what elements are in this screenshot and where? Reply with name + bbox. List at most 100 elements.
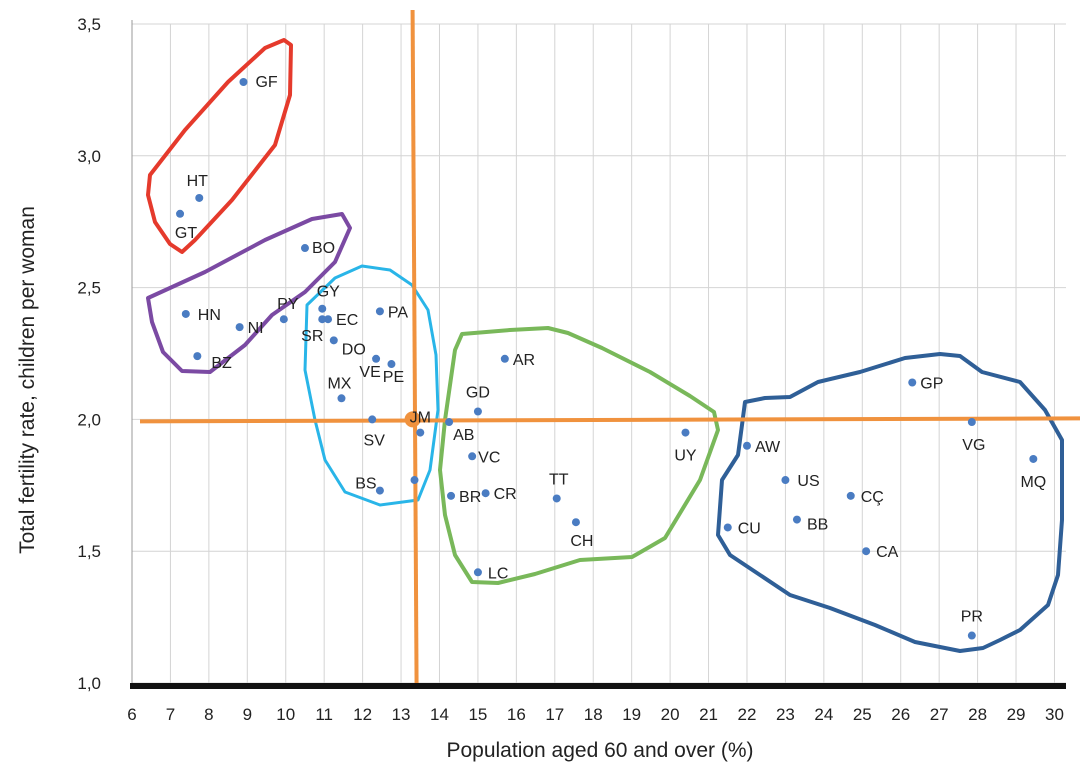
data-point: [416, 428, 425, 437]
data-point: [181, 309, 190, 318]
data-point: [967, 631, 976, 640]
data-point: [473, 568, 482, 577]
data-label: BZ: [211, 355, 232, 372]
data-point: [792, 515, 801, 524]
x-tick-label: 18: [584, 705, 603, 724]
data-label: HT: [187, 173, 209, 190]
y-tick-label: 3,5: [77, 15, 101, 34]
data-point: [337, 394, 346, 403]
data-label: VE: [359, 364, 380, 381]
x-tick-label: 19: [622, 705, 641, 724]
vertical-reference-line: [410, 9, 419, 687]
data-label: CH: [570, 533, 593, 550]
data-label: JM: [410, 410, 431, 427]
x-tick-label: 14: [430, 705, 449, 724]
data-label: GD: [466, 384, 490, 401]
data-point: [781, 476, 790, 485]
data-label: CU: [738, 520, 761, 537]
axes: 6 7 8 9 10 11 12 13 14 15 16 17 18 19 20 21 22 23 24 25 26 27…: [77, 15, 1066, 724]
x-tick-label: 20: [661, 705, 680, 724]
data-point: [723, 523, 732, 532]
data-label: MQ: [1020, 474, 1046, 491]
data-label: VG: [962, 437, 985, 454]
data-point: [239, 77, 248, 86]
x-tick-label: 21: [699, 705, 718, 724]
data-label: PY: [277, 296, 299, 313]
x-tick-label: 29: [1007, 705, 1026, 724]
x-tick-label: 16: [507, 705, 526, 724]
x-tick-label: 7: [166, 705, 175, 724]
data-label: NI: [248, 320, 264, 337]
data-label: GY: [317, 284, 340, 301]
data-point: [279, 315, 288, 324]
data-label: EC: [336, 312, 358, 329]
data-point: [387, 360, 396, 369]
group-outline-green: [438, 326, 720, 585]
y-tick-label: 1,0: [77, 674, 101, 693]
x-tick-label: 15: [468, 705, 487, 724]
x-tick-label: 22: [738, 705, 757, 724]
y-tick-label: 2,0: [77, 410, 101, 429]
data-point: [862, 547, 871, 556]
data-label: GT: [175, 225, 197, 242]
data-label: PA: [388, 304, 408, 321]
data-point: [552, 494, 561, 503]
data-label: AB: [453, 427, 474, 444]
data-label: AW: [755, 439, 781, 456]
x-tick-label: 23: [776, 705, 795, 724]
group-outline-purple: [146, 212, 352, 374]
data-label: CA: [876, 544, 899, 561]
group-outline-darkblue: [716, 352, 1064, 653]
data-label: BR: [459, 489, 481, 506]
data-point: [468, 452, 477, 461]
x-tick-label: 13: [392, 705, 411, 724]
y-tick-label: 2,5: [77, 279, 101, 298]
data-point: [193, 352, 202, 361]
data-point: [318, 315, 327, 324]
x-axis-title: Population aged 60 and over (%): [446, 739, 753, 762]
x-tick-label: 26: [891, 705, 910, 724]
data-label: MX: [327, 375, 351, 392]
x-tick-label: 25: [853, 705, 872, 724]
data-label: GF: [255, 74, 277, 91]
data-point: [300, 244, 309, 253]
data-label: SR: [301, 328, 323, 345]
data-label: VC: [478, 449, 500, 466]
data-point: [500, 354, 509, 363]
data-point: [1029, 454, 1038, 463]
data-label: DO: [342, 341, 366, 358]
group-outlines: [146, 38, 1064, 653]
data-point: [368, 415, 377, 424]
data-label: LC: [488, 565, 508, 582]
data-point: [481, 489, 490, 498]
x-tick-label: 30: [1045, 705, 1064, 724]
data-point: [571, 518, 580, 527]
data-label: PR: [961, 609, 983, 626]
x-tick-label: 12: [353, 705, 372, 724]
data-point: [908, 378, 917, 387]
x-tick-label: 28: [968, 705, 987, 724]
data-label: US: [797, 473, 819, 490]
data-point: [742, 441, 751, 450]
data-label: BS: [355, 476, 376, 493]
data-point: [372, 354, 381, 363]
group-outline-red: [146, 38, 293, 254]
data-point: [375, 486, 384, 495]
data-label: SV: [364, 432, 386, 449]
data-label: AR: [513, 352, 535, 369]
data-label: UY: [674, 448, 697, 465]
y-axis-title: Total fertility rate, children per woman: [16, 206, 39, 554]
data-point: [324, 315, 333, 324]
data-label: CÇ: [861, 489, 884, 506]
y-tick-label: 1,5: [77, 542, 101, 561]
group-outline-lightblue: [303, 264, 440, 507]
data-label: TT: [549, 471, 569, 488]
data-point: [846, 491, 855, 500]
data-label: GP: [920, 375, 943, 392]
data-point: [445, 418, 454, 427]
reference-intersection-marker: [404, 411, 421, 428]
data-label: CR: [494, 486, 517, 503]
data-point: [447, 491, 456, 500]
reference-lines: [139, 9, 1080, 687]
